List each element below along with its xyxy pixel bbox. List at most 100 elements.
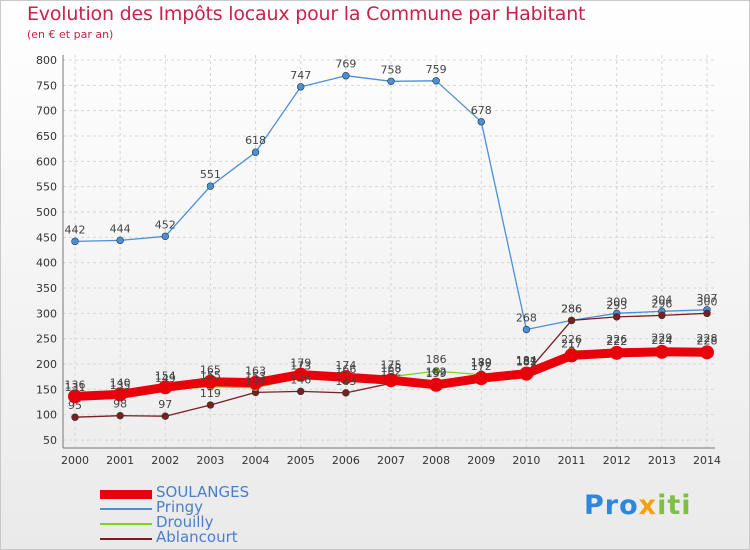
logo-part: x [638, 490, 658, 521]
data-point-ablancourt [71, 413, 79, 421]
data-label: 179 [471, 357, 492, 370]
data-label: 162 [381, 365, 402, 378]
chart-subtitle: (en € et par an) [27, 28, 114, 41]
legend-item-ablancourt: Ablancourt [100, 528, 400, 546]
legend-swatch-soulanges [100, 489, 152, 499]
data-label: 140 [110, 376, 131, 389]
y-tick-label: 350 [36, 282, 57, 295]
data-label: 300 [606, 295, 627, 308]
x-tick-label: 2008 [422, 454, 450, 467]
x-tick-label: 2001 [106, 454, 134, 467]
logo-part: Pro [584, 490, 639, 521]
data-label: 166 [335, 363, 356, 376]
data-label: 135 [110, 379, 131, 392]
data-point-ablancourt [613, 313, 621, 321]
data-label: 226 [606, 333, 627, 346]
x-tick-label: 2002 [151, 454, 179, 467]
data-label: 268 [516, 312, 537, 325]
data-label: 179 [290, 357, 311, 370]
data-point-pringy [297, 83, 305, 91]
data-label: 98 [113, 398, 127, 411]
data-label: 226 [561, 333, 582, 346]
y-tick-label: 150 [36, 383, 57, 396]
x-tick-label: 2000 [61, 454, 89, 467]
data-point-soulanges [519, 366, 534, 381]
data-point-soulanges [293, 367, 308, 382]
data-point-soulanges [564, 348, 579, 363]
data-point-soulanges [700, 345, 714, 360]
data-point-pringy [206, 182, 215, 190]
series-layer [68, 72, 714, 421]
data-point-pringy [387, 77, 395, 85]
data-label: 304 [651, 293, 672, 306]
data-label: 229 [651, 331, 672, 344]
y-tick-label: 100 [36, 409, 57, 422]
data-label: 172 [471, 360, 492, 373]
data-label: 165 [200, 364, 221, 377]
data-label: 551 [200, 168, 221, 181]
x-tick-label: 2010 [512, 454, 540, 467]
data-point-soulanges [248, 375, 263, 390]
data-label: 286 [561, 302, 582, 315]
data-label: 168 [381, 362, 402, 375]
legend-label: Ablancourt [156, 528, 238, 546]
data-point-pringy [432, 77, 440, 85]
data-label: 173 [290, 360, 311, 373]
legend-item-drouilly: Drouilly [100, 513, 400, 531]
data-label: 678 [471, 104, 492, 117]
data-point-soulanges [113, 387, 128, 402]
y-tick-label: 450 [36, 231, 57, 244]
x-tick-label: 2006 [332, 454, 360, 467]
data-label: 175 [381, 359, 402, 372]
data-point-ablancourt [703, 309, 711, 318]
data-point-soulanges [474, 371, 489, 386]
legend: SOULANGES Pringy Drouilly Ablancourt [100, 483, 400, 546]
data-point-soulanges [158, 380, 173, 395]
data-point-soulanges [68, 389, 82, 404]
data-label: 144 [245, 374, 266, 387]
data-label: 452 [155, 218, 176, 231]
data-label: 224 [651, 334, 672, 347]
data-point-pringy [161, 232, 169, 241]
data-point-ablancourt [206, 401, 215, 409]
proxiti-logo: Proxiti [584, 490, 692, 521]
data-label: 162 [426, 365, 447, 378]
data-label: 228 [697, 332, 718, 345]
data-point-soulanges [384, 373, 398, 388]
data-point-pringy [477, 118, 485, 126]
x-tick-label: 2013 [648, 454, 676, 467]
data-point-pringy [522, 325, 531, 334]
y-tick-label: 600 [36, 155, 57, 168]
data-label: 442 [65, 223, 86, 236]
data-point-soulanges [338, 370, 353, 385]
data-label: 163 [245, 365, 266, 378]
data-label: 155 [200, 369, 221, 382]
data-point-pringy [251, 148, 260, 156]
y-tick-label: 750 [36, 79, 57, 92]
data-label: 153 [245, 370, 266, 383]
y-tick-label: 50 [43, 434, 57, 447]
legend-item-pringy: Pringy [100, 498, 400, 516]
y-tick-label: 400 [36, 257, 57, 270]
legend-label: Drouilly [156, 513, 214, 531]
y-tick-label: 700 [36, 105, 57, 118]
data-point-soulanges [429, 377, 444, 392]
data-label: 119 [200, 387, 221, 400]
logo-part: iti [657, 490, 692, 521]
data-label: 97 [158, 398, 172, 411]
data-point-drouilly [432, 367, 440, 375]
data-label: 159 [426, 367, 447, 380]
data-point-pringy [116, 236, 124, 245]
x-tick-label: 2014 [693, 454, 721, 467]
legend-swatch-drouilly [100, 522, 152, 525]
data-label: 217 [561, 337, 582, 350]
data-point-soulanges [609, 345, 624, 360]
y-tick-label: 300 [36, 307, 57, 320]
data-point-ablancourt [297, 387, 305, 396]
data-label: 286 [561, 302, 582, 315]
data-label: 747 [290, 69, 311, 82]
data-label: 186 [426, 353, 447, 366]
data-label: 181 [516, 356, 537, 369]
x-tick-label: 2012 [603, 454, 631, 467]
